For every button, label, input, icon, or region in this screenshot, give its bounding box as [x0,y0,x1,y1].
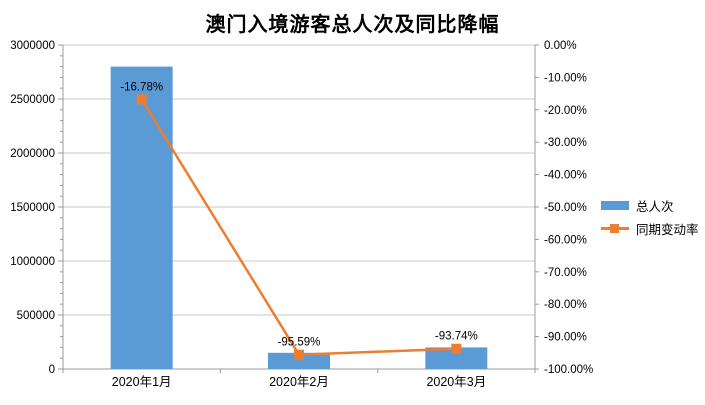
x-axis-category-label: 2020年2月 [269,375,329,389]
legend-label-yoy-rate: 同期变动率 [636,222,699,237]
legend-label-total-visitors: 总人次 [636,199,674,214]
yoy-data-label: -16.78% [120,81,163,93]
chart-title: 澳门入境游客总人次及同比降幅 [205,12,500,36]
left-axis-label: 2000000 [10,148,55,160]
yoy-marker [136,94,147,105]
right-axis-label: -70.00% [544,267,587,279]
yoy-marker [294,349,304,360]
legend: 总人次 同期变动率 [601,197,699,237]
right-axis-label: -40.00% [544,170,587,182]
yoy-marker [451,343,462,354]
right-axis-label: -80.00% [544,299,587,311]
bar-2020年3月 [425,347,488,369]
right-axis-label: 0.00% [544,40,577,52]
left-axis-label: 1000000 [10,256,55,268]
bar-swatch-icon [601,200,629,210]
bar-2020年2月 [268,352,330,369]
left-axis-label: 500000 [17,310,55,322]
right-axis-label: -50.00% [544,202,587,214]
left-axis-label: 3000000 [10,40,55,52]
right-axis-label: -30.00% [544,137,587,149]
yoy-data-label: -95.59% [278,337,321,349]
right-axis-label: -60.00% [544,234,587,246]
yoy-line [140,98,457,356]
line-swatch-icon [601,223,629,234]
line-swatch-marker [610,223,619,233]
left-axis-label: 0 [49,364,55,376]
legend-item-yoy-rate: 同期变动率 [601,220,699,237]
right-axis-label: -100.00% [544,364,593,376]
left-axis-label: 2500000 [10,94,55,106]
right-axis-label: -90.00% [544,332,587,344]
left-axis-label: 1500000 [10,202,55,214]
x-axis-category-label: 2020年1月 [112,375,172,389]
legend-item-total-visitors: 总人次 [601,197,699,214]
bar-2020年1月 [110,66,173,369]
yoy-data-label: -93.74% [435,331,478,343]
right-axis-label: -10.00% [544,72,587,84]
right-axis-label: -20.00% [544,105,587,117]
x-axis-category-label: 2020年3月 [426,375,486,389]
